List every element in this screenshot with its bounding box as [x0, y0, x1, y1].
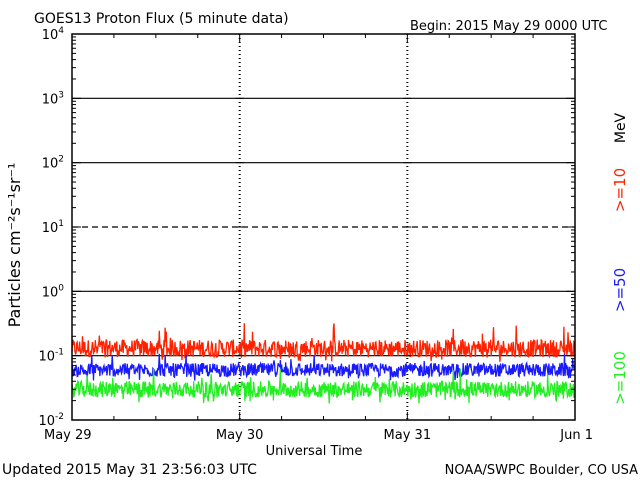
legend-unit: MeV: [613, 112, 629, 143]
begin-label: Begin: 2015 May 29 0000 UTC: [410, 19, 607, 34]
y-tick-label: 10-2: [38, 412, 64, 429]
y-tick-label: 104: [42, 26, 65, 43]
legend-item: >=10: [611, 168, 629, 212]
series-line-ge50: [71, 353, 576, 381]
credit-label: NOAA/SWPC Boulder, CO USA: [445, 463, 638, 478]
legend-item: >=100: [611, 351, 629, 405]
x-tick-label: Jun 1: [559, 428, 593, 443]
legend-item: >=50: [611, 268, 629, 312]
updated-label: Updated 2015 May 31 23:56:03 UTC: [2, 462, 257, 478]
x-tick-label: May 31: [384, 428, 432, 443]
series-line-ge100: [71, 368, 576, 404]
chart-title: GOES13 Proton Flux (5 minute data): [34, 11, 289, 27]
x-axis-label: Universal Time: [266, 444, 363, 459]
y-tick-label: 101: [42, 219, 64, 236]
series-line-ge10: [71, 323, 576, 362]
y-tick-label: 103: [42, 90, 64, 107]
y-tick-label: 100: [42, 283, 65, 300]
x-tick-label: May 29: [44, 428, 92, 443]
y-tick-label: 10-1: [38, 348, 64, 365]
y-axis-label: Particles cm⁻²s⁻¹sr⁻¹: [5, 163, 24, 328]
x-tick-label: May 30: [216, 428, 264, 443]
y-tick-label: 102: [42, 155, 64, 172]
